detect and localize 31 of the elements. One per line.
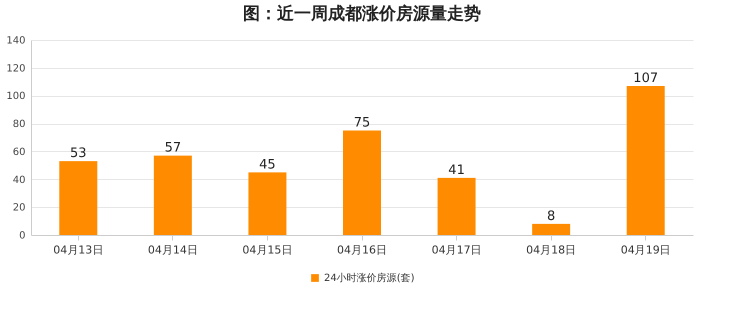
bar (343, 130, 381, 235)
bar (248, 172, 286, 235)
y-tick-label: 100 (6, 91, 26, 102)
bar (59, 161, 98, 235)
x-tick-label: 04月18日 (526, 244, 576, 256)
y-tick-label: 20 (12, 202, 26, 214)
x-tick-label: 04月19日 (620, 244, 671, 256)
x-tick-label: 04月15日 (242, 244, 292, 256)
data-label: 107 (633, 70, 658, 86)
x-tick-label: 04月17日 (432, 244, 482, 256)
bar (626, 86, 665, 235)
data-label: 75 (354, 116, 370, 131)
y-tick-label: 0 (19, 230, 26, 242)
chart-title: 图：近一周成都涨价房源量走势 (243, 4, 481, 24)
y-tick-label: 80 (12, 119, 26, 130)
bar (438, 178, 476, 235)
data-label: 45 (259, 157, 276, 172)
data-label: 53 (70, 146, 87, 162)
y-tick-label: 40 (12, 174, 26, 186)
x-tick-label: 04月14日 (148, 244, 198, 256)
x-tick-label: 04月16日 (337, 244, 387, 256)
y-tick-label: 60 (12, 146, 26, 158)
bar (154, 156, 192, 235)
y-tick-label: 120 (6, 63, 26, 74)
data-label: 8 (547, 208, 556, 224)
legend-label: 24小时涨价房源(套) (324, 272, 415, 284)
bar (532, 224, 570, 235)
data-label: 41 (448, 162, 465, 178)
data-label: 57 (164, 140, 182, 156)
y-tick-label: 140 (6, 36, 26, 46)
x-tick-label: 04月13日 (53, 244, 104, 256)
